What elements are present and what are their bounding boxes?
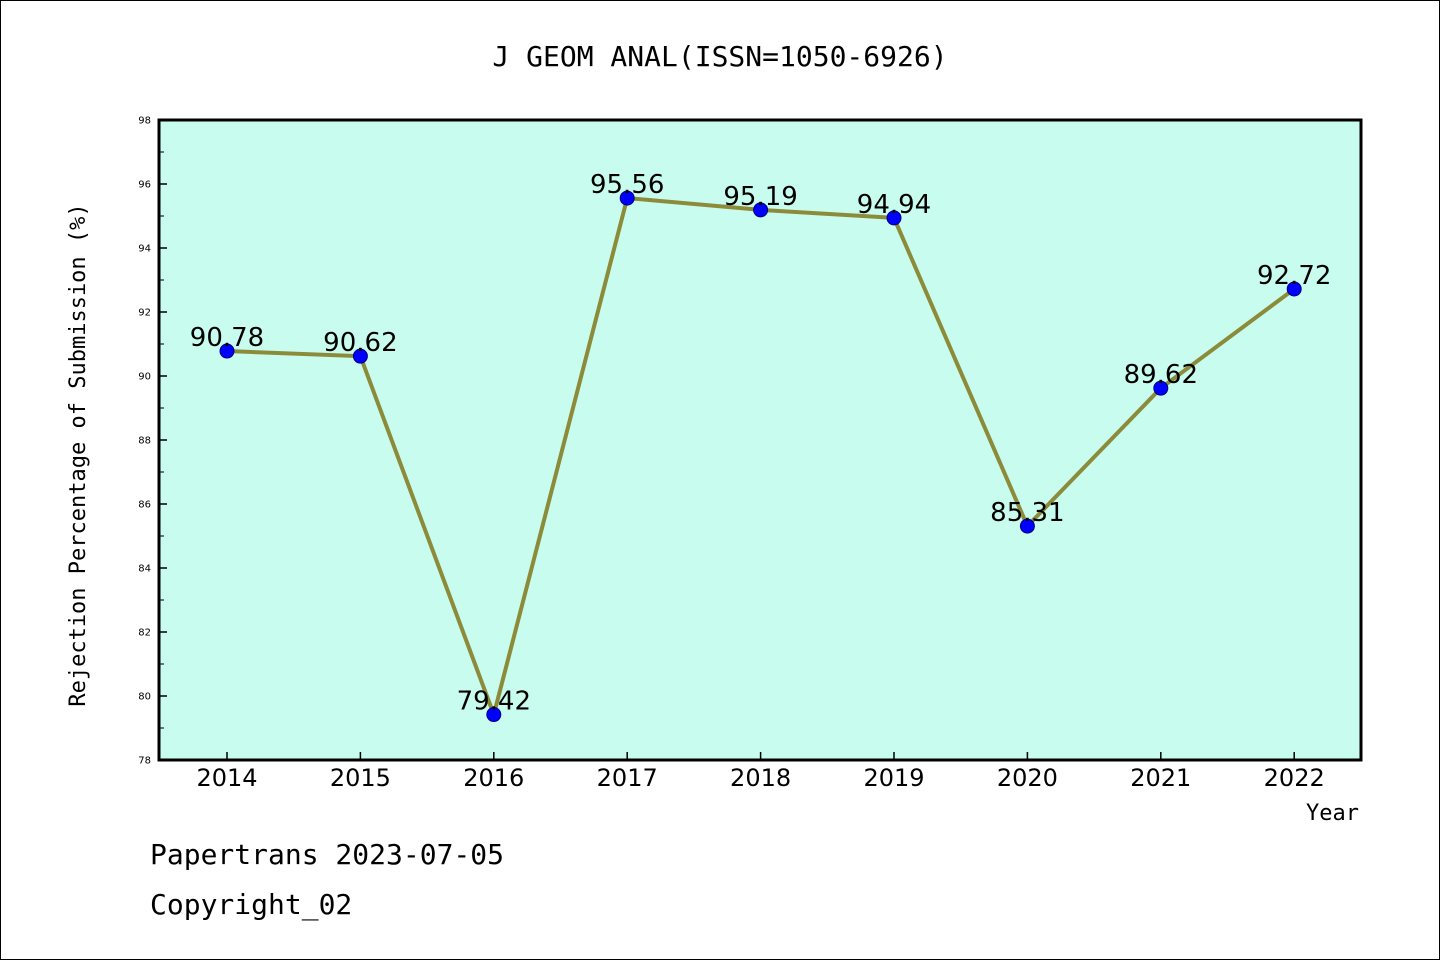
x-tick-label: 2020 <box>997 764 1058 792</box>
x-tick-label: 2017 <box>597 764 658 792</box>
data-label: 92.72 <box>1257 261 1331 291</box>
x-axis-ticks: 2014 2015 2016 2017 2018 2019 2020 2021 2022 <box>196 752 1325 792</box>
y-axis-ticks: 78 80 82 84 86 88 90 92 94 96 98 <box>138 116 167 767</box>
x-tick-label: 2021 <box>1130 764 1191 792</box>
chart-title: J GEOM ANAL(ISSN=1050-6926) <box>492 40 947 73</box>
data-point <box>219 343 235 359</box>
data-point <box>1153 380 1169 396</box>
x-tick-label: 2015 <box>330 764 391 792</box>
y-tick-label: 92 <box>138 308 151 319</box>
x-tick-label: 2018 <box>730 764 791 792</box>
data-label: 90.62 <box>323 328 397 358</box>
x-tick-label: 2022 <box>1264 764 1325 792</box>
data-label: 95.56 <box>590 170 664 200</box>
y-tick-label: 96 <box>138 180 151 191</box>
x-tick-label: 2019 <box>863 764 924 792</box>
plot-area <box>157 118 1363 762</box>
x-tick-label: 2016 <box>463 764 524 792</box>
data-label: 89.62 <box>1124 360 1198 390</box>
y-tick-label: 80 <box>138 692 151 703</box>
data-label: 95.19 <box>723 182 797 212</box>
data-markers <box>219 190 1302 723</box>
data-label: 85.31 <box>990 498 1064 528</box>
data-label: 94.94 <box>857 190 931 220</box>
y-tick-label: 90 <box>138 372 151 383</box>
y-tick-label: 94 <box>138 244 151 255</box>
y-tick-label: 78 <box>138 756 151 767</box>
y-tick-label: 86 <box>138 500 151 511</box>
x-axis-label: Year <box>1306 801 1359 826</box>
data-point <box>1286 281 1302 297</box>
data-point <box>619 190 635 206</box>
data-label: 79.42 <box>457 687 531 717</box>
footer-date: Papertrans 2023-07-05 <box>150 838 504 871</box>
data-point <box>1019 518 1035 534</box>
y-tick-label: 98 <box>138 116 151 127</box>
x-tick-label: 2014 <box>196 764 257 792</box>
footer-copyright: Copyright_02 <box>150 888 352 922</box>
y-tick-label: 84 <box>138 564 151 575</box>
data-point <box>886 210 902 226</box>
data-point <box>486 707 502 723</box>
data-point <box>352 348 368 364</box>
y-axis-label: Rejection Percentage of Submission (%) <box>66 203 91 706</box>
data-point <box>753 202 769 218</box>
data-labels: 90.78 90.62 79.42 95.56 95.19 94.94 85.31 89.62… <box>190 170 1332 716</box>
y-tick-label: 82 <box>138 628 151 639</box>
data-label: 90.78 <box>190 323 264 353</box>
y-tick-label: 88 <box>138 436 151 447</box>
